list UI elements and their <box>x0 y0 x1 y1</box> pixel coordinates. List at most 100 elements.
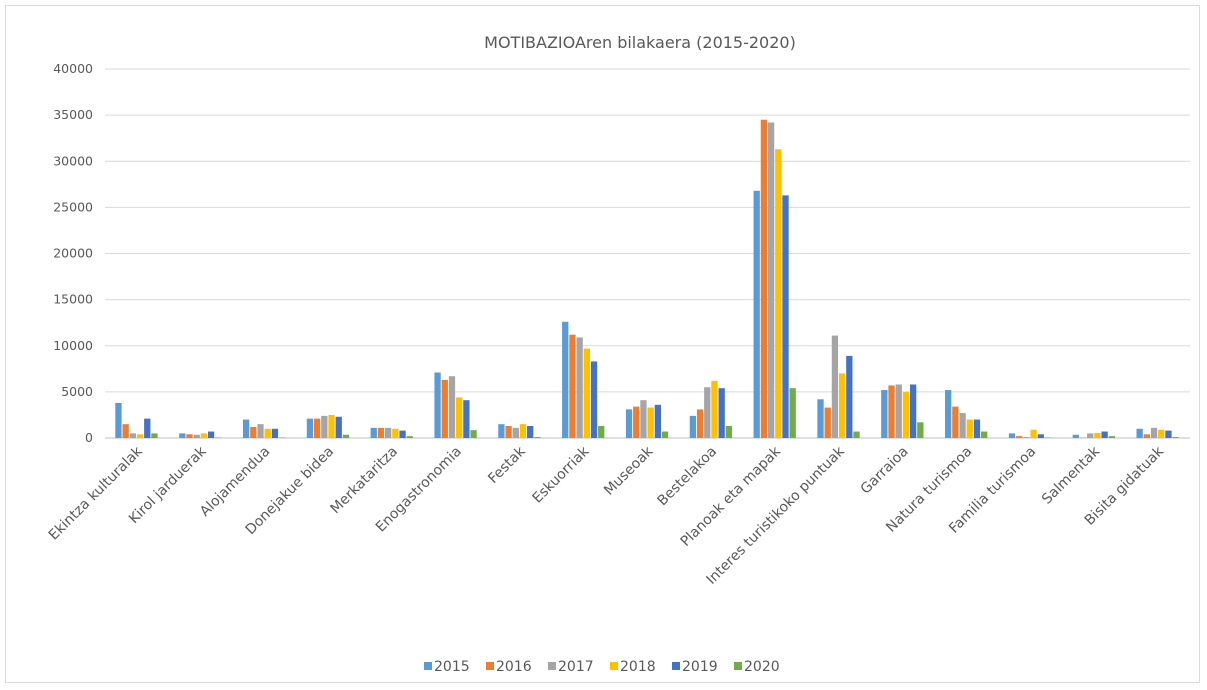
bar-2016 <box>250 426 257 438</box>
bar-2020 <box>1172 437 1179 438</box>
bar-2015 <box>625 409 633 438</box>
y-tick-label: 40000 <box>53 61 93 76</box>
y-tick-label: 20000 <box>53 246 93 261</box>
bar-2015 <box>370 427 377 438</box>
chart-title: MOTIBAZIOAren bilakaera (2015-2020) <box>484 33 796 52</box>
bar-2015 <box>562 321 569 438</box>
bar-2018 <box>775 149 782 438</box>
legend-swatch <box>734 662 742 670</box>
bar-2019 <box>782 195 789 438</box>
bar-2017 <box>512 427 519 438</box>
bar-2017 <box>448 376 456 438</box>
gridlines <box>105 68 1190 439</box>
y-tick-label: 15000 <box>53 292 93 307</box>
bar-2016 <box>760 119 768 439</box>
bar-2017 <box>257 424 264 438</box>
bar-2018 <box>902 391 910 439</box>
bars <box>115 119 1179 439</box>
bar-2019 <box>527 426 534 438</box>
bar-2017 <box>959 413 966 438</box>
bar-2019 <box>335 416 342 438</box>
bar-2020 <box>534 437 541 438</box>
x-category-label: Museoak <box>601 443 657 499</box>
bar-2019 <box>399 430 406 438</box>
y-axis-ticks: 0 5000 10000 15000 20000 25000 30000 35000 40000 <box>53 61 93 445</box>
bar-2019 <box>718 388 725 438</box>
bar-2015 <box>881 390 888 438</box>
bar-2019 <box>1165 430 1172 438</box>
bar-2020 <box>853 431 860 438</box>
legend: 2015 2016 2017 2018 2019 2020 <box>424 659 780 675</box>
bar-2016 <box>1016 436 1023 438</box>
bar-2015 <box>434 372 441 438</box>
x-category-label: Festak <box>485 443 529 487</box>
bar-2015 <box>817 399 824 438</box>
bar-2015 <box>179 433 186 438</box>
bar-2018 <box>136 434 144 438</box>
bar-2017 <box>704 387 711 438</box>
x-category-label: Bestelakoa <box>655 444 721 510</box>
bar-2018 <box>1158 429 1165 438</box>
legend-label: 2015 <box>434 659 470 675</box>
bar-2019 <box>1101 431 1108 438</box>
bar-2019 <box>654 404 661 438</box>
bar-2019 <box>1037 434 1044 438</box>
bar-2018 <box>200 433 208 438</box>
bar-2017 <box>1087 433 1094 438</box>
bar-2018 <box>966 419 973 438</box>
bar-2020 <box>598 426 605 438</box>
legend-swatch <box>424 662 432 670</box>
bar-2016 <box>186 434 193 438</box>
bar-2015 <box>753 190 760 438</box>
bar-2019 <box>144 418 151 438</box>
bar-2015 <box>1136 428 1143 438</box>
bar-2018 <box>711 380 718 438</box>
legend-swatch <box>548 662 556 670</box>
bar-2019 <box>207 431 215 438</box>
legend-swatch <box>610 662 618 670</box>
bar-2015 <box>242 419 250 438</box>
bar-2020 <box>406 436 413 438</box>
bar-2016 <box>824 407 831 438</box>
bar-2015 <box>115 402 122 438</box>
legend-label: 2019 <box>682 659 718 675</box>
bar-2017 <box>321 415 328 438</box>
x-category-label: Garraioa <box>858 444 912 498</box>
x-category-label: Salmentak <box>1039 443 1104 508</box>
bar-2019 <box>271 428 279 438</box>
y-tick-label: 25000 <box>53 199 93 214</box>
bar-2018 <box>647 407 654 438</box>
x-category-label: Ekintza kulturalak <box>46 443 147 544</box>
bar-2017 <box>129 433 137 438</box>
bar-2016 <box>569 334 576 438</box>
bar-2017 <box>1023 437 1030 438</box>
bar-2016 <box>888 385 895 438</box>
bar-2018 <box>838 373 846 438</box>
bar-2016 <box>952 406 959 438</box>
chart-frame <box>5 5 1200 683</box>
bar-2019 <box>590 361 598 438</box>
bar-2016 <box>313 418 321 438</box>
bar-2020 <box>661 431 669 438</box>
bar-2016 <box>377 427 385 438</box>
x-category-label: Eskuorriak <box>529 443 593 507</box>
bar-2017 <box>576 337 583 438</box>
bar-2016 <box>505 426 512 438</box>
bar-2020 <box>789 388 796 438</box>
bar-2019 <box>846 355 853 438</box>
bar-2018 <box>1030 429 1037 438</box>
bar-2019 <box>973 419 981 438</box>
legend-label: 2016 <box>496 659 532 675</box>
bar-2020 <box>981 431 988 438</box>
bar-2020 <box>151 433 158 438</box>
bar-2019 <box>909 384 917 438</box>
y-tick-label: 5000 <box>61 384 93 399</box>
bar-2015 <box>689 415 697 438</box>
bar-2018 <box>392 428 399 438</box>
bar-2020 <box>725 426 733 438</box>
bar-2017 <box>831 335 839 438</box>
bar-2017 <box>895 384 902 438</box>
bar-2018 <box>1094 432 1101 438</box>
